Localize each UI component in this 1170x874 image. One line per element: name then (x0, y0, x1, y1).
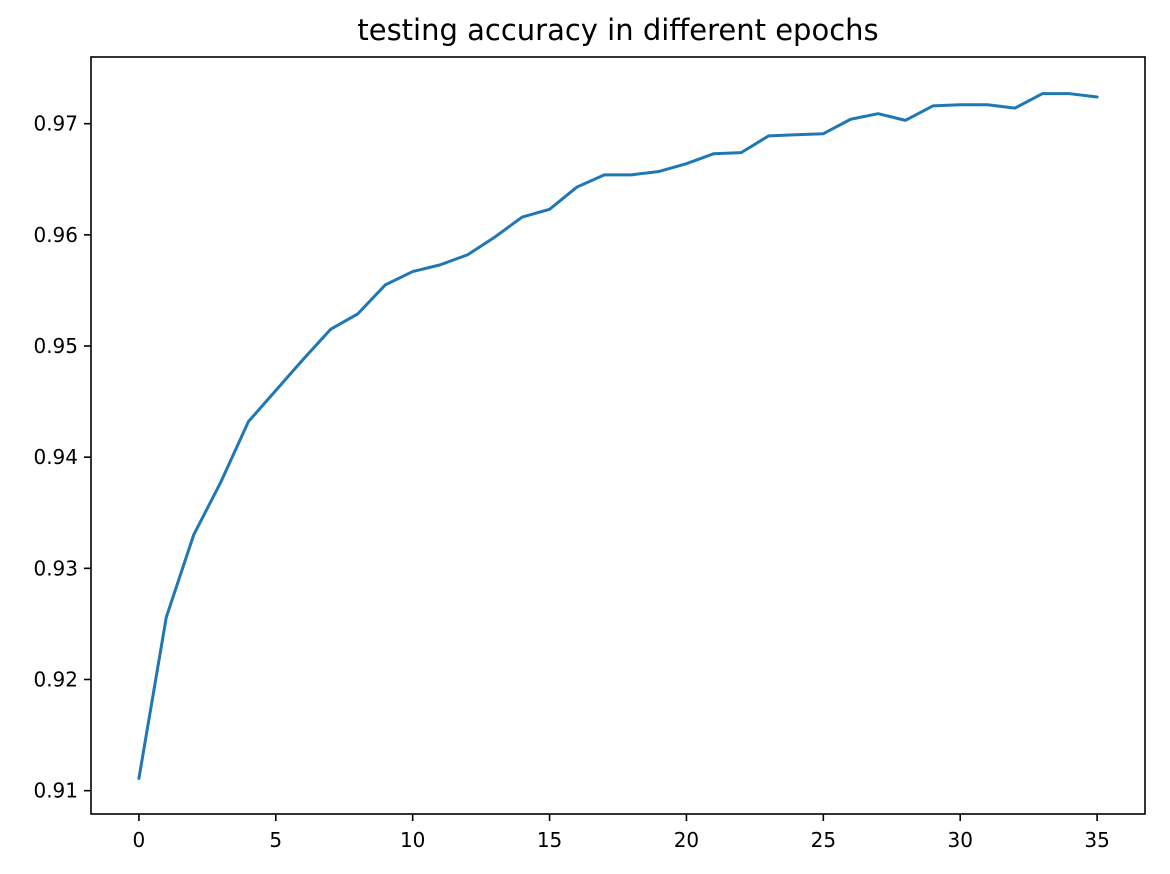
x-tick-label: 5 (269, 828, 282, 852)
chart-title: testing accuracy in different epochs (357, 13, 878, 47)
y-tick-label: 0.92 (33, 667, 78, 691)
y-tick-label: 0.96 (33, 223, 78, 247)
y-tick-label: 0.91 (33, 779, 78, 803)
x-tick-label: 20 (674, 828, 699, 852)
x-tick-label: 30 (947, 828, 972, 852)
x-tick-label: 15 (537, 828, 562, 852)
y-tick-label: 0.93 (33, 556, 78, 580)
x-tick-label: 10 (400, 828, 425, 852)
x-tick-label: 0 (133, 828, 146, 852)
accuracy-series-line (137, 92, 1099, 780)
x-tick-label: 35 (1084, 828, 1109, 852)
plot-frame (90, 56, 1146, 815)
y-tick-label: 0.97 (33, 112, 78, 136)
x-axis: 0 5 10 15 20 25 30 35 (133, 814, 1110, 852)
x-tick-label: 25 (811, 828, 836, 852)
y-tick-label: 0.94 (33, 445, 78, 469)
y-tick-label: 0.95 (33, 334, 78, 358)
y-axis: 0.91 0.92 0.93 0.94 0.95 0.96 0.97 (33, 112, 91, 803)
